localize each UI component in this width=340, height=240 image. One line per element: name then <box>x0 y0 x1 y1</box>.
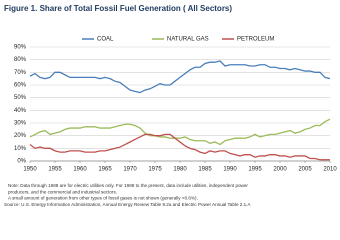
note: producers, and the commercial and indust… <box>8 189 117 194</box>
x-tick-label: 1950 <box>23 167 37 173</box>
series-line <box>29 133 330 161</box>
x-tick-label: 1985 <box>198 167 212 173</box>
x-tick-label: 1990 <box>223 167 237 173</box>
x-tick-label: 1995 <box>248 167 262 173</box>
series-line <box>29 60 331 94</box>
series-line <box>29 118 331 146</box>
y-tick-label: 20% <box>14 133 27 139</box>
y-tick-label: 70% <box>14 70 27 76</box>
legend-label: NATURAL GAS <box>167 37 209 43</box>
y-tick-label: 40% <box>14 108 27 114</box>
x-tick-label: 1955 <box>48 167 62 173</box>
x-tick-label: 1960 <box>73 167 87 173</box>
x-tick-label: 1965 <box>98 167 112 173</box>
x-tick-label: 2005 <box>298 167 312 173</box>
x-tick-label: 2000 <box>273 167 287 173</box>
x-tick-label: 1970 <box>123 167 137 173</box>
chart: Figure 1. Share of Total Fossil Fuel Gen… <box>4 4 337 207</box>
legend-label: PETROLEUM <box>237 37 274 43</box>
legend-label: COAL <box>97 37 114 43</box>
note: Note: Data through 1988 are for electric… <box>8 183 248 188</box>
chart-title: Figure 1. Share of Total Fossil Fuel Gen… <box>4 4 232 13</box>
y-tick-label: 0% <box>17 159 26 165</box>
y-tick-label: 90% <box>14 45 27 51</box>
y-tick-label: 30% <box>14 121 27 127</box>
note: Source: U.S. Energy Information Administ… <box>4 202 251 207</box>
note: A small amount of generation from other … <box>8 196 198 201</box>
y-tick-label: 60% <box>14 83 27 89</box>
y-tick-label: 80% <box>14 57 27 63</box>
page: {"chart_data": { "type": "line", "title"… <box>4 4 338 207</box>
x-tick-label: 1980 <box>173 167 187 173</box>
y-tick-label: 50% <box>14 95 27 101</box>
y-tick-label: 10% <box>14 146 27 152</box>
x-tick-label: 1975 <box>148 167 162 173</box>
x-tick-label: 2010 <box>323 167 337 173</box>
